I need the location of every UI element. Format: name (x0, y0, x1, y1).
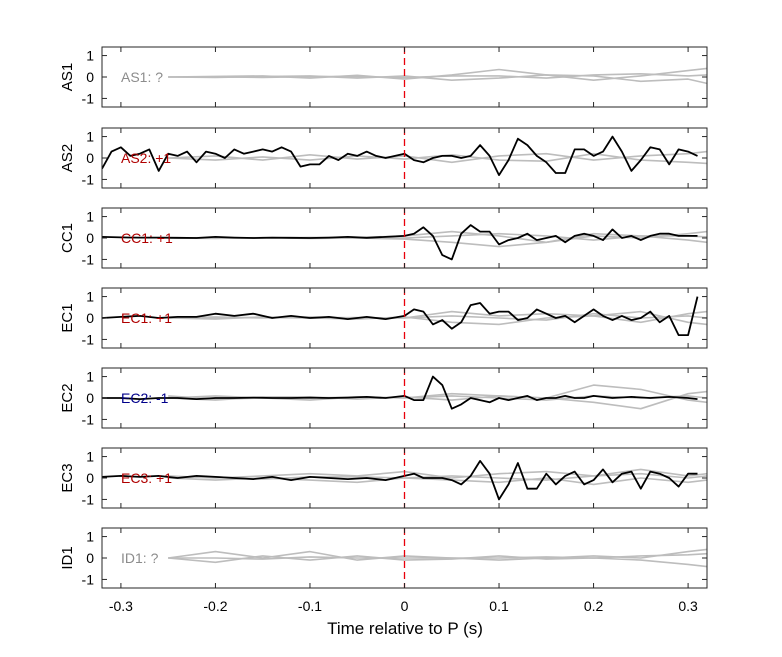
x-tick-label: 0.1 (489, 598, 509, 614)
polarity-annotation-as1: AS1: ? (121, 69, 163, 85)
background-trace-ec3-1 (168, 468, 707, 479)
panel-ec2: EC2: -1 1 0 -1 EC2 (59, 367, 708, 429)
background-trace-as2-1 (168, 150, 707, 164)
x-tick-label: 0.2 (584, 598, 604, 614)
background-trace-ec2-2 (168, 390, 707, 410)
background-trace-id1-2 (168, 555, 707, 568)
background-trace-ec3-3 (168, 472, 707, 481)
y-axis-label-ec1: EC1 (59, 303, 76, 332)
y-tick-label-as1: 1 (86, 48, 94, 64)
x-axis: -0.3 -0.2 -0.1 0 0.1 0.2 0.3 (109, 598, 698, 614)
y-tick-label-ec2: -1 (82, 411, 95, 427)
y-tick-label-cc1: -1 (82, 251, 95, 267)
y-tick-label-as1: 0 (86, 69, 94, 85)
x-tick-label: -0.1 (298, 598, 322, 614)
main-trace-cc1 (102, 224, 698, 261)
y-tick-label-ec3: -1 (82, 491, 95, 507)
main-trace-as2 (102, 135, 698, 177)
main-trace-ec3 (102, 459, 698, 501)
panel-cc1: CC1: +1 1 0 -1 CC1 (59, 207, 708, 269)
y-tick-label-as1: -1 (82, 90, 95, 106)
panel-ec1: EC1: +1 1 0 -1 EC1 (59, 287, 708, 349)
y-tick-label-ec2: 1 (86, 369, 94, 385)
polarity-annotation-ec1: EC1: +1 (121, 310, 172, 326)
y-tick-label-ec2: 0 (86, 390, 94, 406)
main-trace-ec2 (102, 375, 698, 410)
y-tick-label-ec1: 1 (86, 289, 94, 305)
x-tick-label: -0.2 (203, 598, 227, 614)
x-tick-label: -0.3 (109, 598, 133, 614)
x-tick-label: 0.3 (678, 598, 698, 614)
background-trace-as1-3 (168, 73, 707, 79)
main-trace-ec1 (102, 296, 699, 337)
panel-id1: ID1: ? 1 0 -1 ID1 (59, 527, 708, 589)
y-tick-label-ec3: 0 (86, 470, 94, 486)
y-axis-label-cc1: CC1 (59, 223, 76, 253)
panel-ec3: EC3: +1 1 0 -1 EC3 (59, 447, 708, 509)
y-tick-label-ec1: 0 (86, 310, 94, 326)
y-axis-label-id1: ID1 (59, 546, 76, 569)
polarity-annotation-cc1: CC1: +1 (121, 230, 173, 246)
polarity-annotation-ec2: EC2: -1 (121, 390, 169, 406)
y-tick-label-id1: -1 (82, 571, 95, 587)
y-tick-label-as2: 0 (86, 150, 94, 166)
y-axis-label-ec3: EC3 (59, 463, 76, 492)
y-tick-label-ec3: 1 (86, 449, 94, 465)
polarity-annotation-ec3: EC3: +1 (121, 470, 172, 486)
polarity-annotation-id1: ID1: ? (121, 550, 159, 566)
panel-as1: AS1: ? 1 0 -1 AS1 (59, 46, 708, 108)
y-axis-label-as2: AS2 (59, 144, 76, 172)
y-tick-label-cc1: 1 (86, 209, 94, 225)
x-tick-label: 0 (401, 598, 409, 614)
polarity-annotation-as2: AS2: +1 (121, 150, 171, 166)
y-tick-label-id1: 1 (86, 529, 94, 545)
y-axis-label-as1: AS1 (59, 63, 76, 91)
y-tick-label-cc1: 0 (86, 230, 94, 246)
y-tick-label-ec1: -1 (82, 331, 95, 347)
y-axis-label-ec2: EC2 (59, 383, 76, 412)
y-tick-label-id1: 0 (86, 550, 94, 566)
x-axis-label: Time relative to P (s) (327, 619, 483, 638)
y-tick-label-as2: -1 (82, 171, 95, 187)
y-tick-label-as2: 1 (86, 129, 94, 145)
panel-as2: AS2: +1 1 0 -1 AS2 (59, 127, 708, 189)
background-trace-id1-3 (168, 552, 707, 560)
